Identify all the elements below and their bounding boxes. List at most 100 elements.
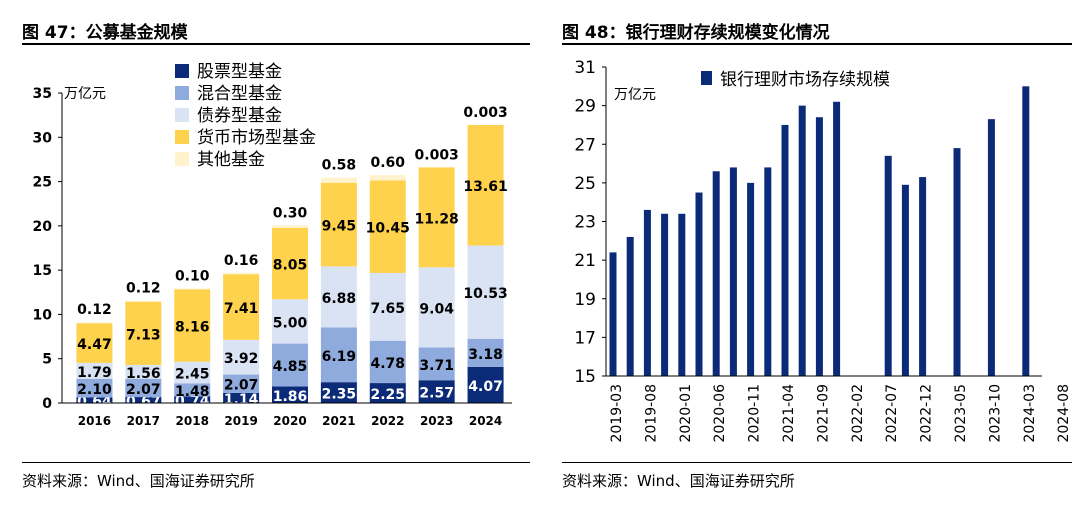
data-label: 0.003 [415, 147, 459, 163]
bar [643, 209, 651, 376]
data-label: 4.78 [371, 356, 406, 372]
bar [987, 119, 995, 377]
bar [781, 124, 789, 376]
data-label: 0.64 [77, 394, 112, 410]
y-tick-label: 25 [33, 175, 52, 191]
bar-segment [125, 378, 162, 398]
x-tick-label: 2022-02 [850, 384, 866, 443]
data-label: 2.35 [322, 387, 357, 403]
x-tick-label: 2024 [469, 414, 502, 428]
data-label: 10.45 [366, 221, 410, 237]
bar-segment [467, 245, 504, 339]
x-tick-label: 2020-01 [678, 384, 694, 443]
data-label: 7.13 [126, 327, 161, 343]
bar-segment [125, 300, 162, 302]
y-tick-label: 19 [574, 290, 596, 310]
x-tick-label: 2017 [127, 414, 160, 428]
data-label: 8.05 [273, 258, 308, 274]
legend-swatch [175, 108, 189, 122]
legend-swatch [175, 130, 189, 144]
bar-segment [369, 272, 406, 341]
x-tick-label: 2018 [176, 414, 209, 428]
bar-segment [174, 289, 211, 362]
legend-swatch [175, 86, 189, 100]
x-tick-label: 2021 [322, 414, 355, 428]
y-tick-label: 20 [33, 219, 53, 235]
legend-label: 其他基金 [197, 150, 265, 170]
x-tick-label: 2023-10 [987, 384, 1003, 443]
bar [764, 167, 772, 376]
data-label: 9.04 [419, 301, 454, 317]
x-tick-label: 2024-03 [1022, 384, 1038, 443]
legend-label: 银行理财市场存续规模 [720, 70, 890, 90]
data-label: 7.65 [371, 301, 406, 317]
x-tick-label: 2022-07 [884, 384, 900, 443]
left-chart: 0 5 10 15 20 25 30 35 万亿元 0.642.101.79 4.47 0.12 201… [33, 62, 512, 428]
bar [626, 236, 634, 376]
data-label: 11.28 [415, 211, 459, 227]
bar-segment [125, 301, 162, 365]
bar [884, 155, 892, 376]
data-label: 10.53 [463, 286, 507, 302]
bar-segment [125, 397, 162, 403]
legend-label: 货币市场型基金 [197, 128, 316, 148]
right-title-rule [562, 43, 1072, 45]
data-label: 0.30 [273, 205, 308, 221]
data-label: 1.79 [77, 365, 112, 381]
data-label: 1.48 [175, 384, 210, 400]
x-tick-label: 2023 [420, 414, 453, 428]
bar-segment [272, 386, 308, 403]
data-label: 2.07 [224, 378, 259, 394]
data-label: 0.16 [224, 253, 259, 269]
bar-segment [418, 167, 455, 268]
bar-segment [272, 227, 308, 300]
y-tick-label: 35 [33, 86, 52, 102]
bar-segment [467, 124, 504, 246]
bar [712, 171, 720, 376]
bar-segment [369, 180, 406, 273]
data-label: 1.14 [224, 392, 259, 408]
bar-segment [76, 397, 113, 403]
bar [609, 252, 617, 376]
bar-segment [320, 266, 357, 328]
bar-segment [272, 343, 308, 387]
data-label: 0.74 [175, 394, 210, 410]
data-label: 6.88 [322, 291, 357, 307]
x-tick-label: 2020-11 [747, 384, 763, 443]
data-label: 4.85 [273, 359, 308, 375]
bar-segment [174, 396, 211, 403]
bar-segment [223, 274, 260, 340]
bar-segment [125, 364, 162, 379]
legend-swatch [175, 64, 189, 78]
bar [919, 177, 927, 376]
legend-swatch [175, 152, 189, 166]
legend-swatch [701, 71, 712, 85]
bar-segment [272, 225, 308, 228]
data-label: 2.07 [126, 382, 161, 398]
x-tick-label: 2023-05 [953, 384, 969, 443]
left-figure-title: 图 47：公募基金规模 [22, 23, 188, 43]
bar-segment [369, 340, 406, 384]
bar-segment [320, 382, 357, 403]
data-label: 3.18 [468, 347, 503, 363]
bar [901, 184, 909, 376]
data-label: 4.47 [77, 337, 112, 353]
x-tick-label: 2020-06 [712, 384, 728, 443]
bar [661, 213, 669, 376]
y-tick-label: 21 [574, 251, 596, 271]
bar-segment [369, 383, 406, 403]
y-unit-label: 万亿元 [64, 86, 106, 102]
y-tick-label: 0 [42, 396, 52, 412]
bar [678, 213, 686, 376]
data-label: 3.71 [419, 358, 454, 374]
data-label: 0.003 [463, 105, 507, 121]
y-tick-label: 27 [574, 135, 596, 155]
x-tick-label: 2022-12 [919, 384, 935, 443]
data-label: 6.19 [322, 349, 357, 365]
data-label: 9.45 [322, 219, 357, 235]
bar-segment [174, 383, 211, 397]
x-tick-label: 2021-09 [815, 384, 831, 443]
data-label: 1.86 [273, 389, 308, 405]
x-tick-label: 2019 [224, 414, 257, 428]
bar-segment [223, 272, 260, 275]
